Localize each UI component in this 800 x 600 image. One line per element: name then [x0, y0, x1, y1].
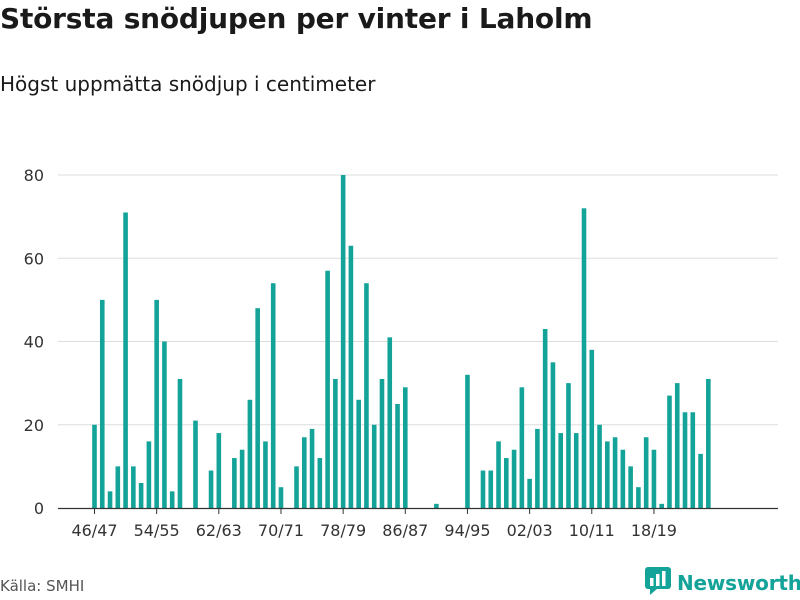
- bar-23/24: [690, 412, 696, 508]
- bar-70/71: [278, 487, 284, 508]
- bar-07/08: [566, 383, 571, 508]
- bar-80/81: [356, 399, 361, 508]
- x-tick-label: 62/63: [196, 521, 242, 540]
- bar-64/65: [232, 458, 237, 508]
- bar-51/52: [131, 466, 136, 508]
- bar-98/99: [496, 441, 501, 508]
- bar-85/86: [395, 403, 400, 508]
- bar-72/73: [294, 466, 299, 508]
- bar-02/03: [527, 478, 532, 508]
- bar-22/23: [682, 412, 688, 508]
- y-tick-label: 60: [24, 249, 44, 268]
- brand-name: Newsworthy: [677, 571, 800, 595]
- bar-83/84: [379, 378, 385, 508]
- bar-78/79: [340, 175, 346, 508]
- bar-57/58: [177, 378, 183, 508]
- bar-62/63: [216, 433, 222, 508]
- brand-logo[interactable]: Newsworthy: [645, 567, 800, 599]
- bar-47/48: [99, 299, 105, 508]
- x-tick-label: 86/87: [382, 521, 428, 540]
- bar-14/15: [620, 449, 626, 508]
- chart-subtitle: Högst uppmätta snödjup i centimeter: [0, 72, 376, 96]
- bar-24/25: [698, 453, 703, 508]
- x-tick-label: 10/11: [569, 521, 615, 540]
- bar-84/85: [387, 337, 393, 508]
- bar-99/00: [504, 458, 509, 508]
- bar-94/95: [465, 374, 470, 508]
- bar-06/07: [558, 433, 563, 508]
- bar-10/11: [589, 349, 595, 508]
- y-tick-label: 20: [24, 416, 44, 435]
- bar-77/78: [333, 378, 338, 508]
- bar-05/06: [550, 362, 556, 508]
- bar-04/05: [542, 329, 548, 508]
- bar-01/02: [519, 387, 525, 508]
- x-tick-label: 46/47: [71, 521, 117, 540]
- bar-81/82: [364, 283, 369, 508]
- bar-46/47: [92, 424, 97, 508]
- axes: 0 20 40 60 80 46/47 54/55 62/63 70/71 78/79 86/87 9…: [24, 166, 778, 540]
- bar-17/18: [643, 437, 649, 508]
- bar-67/68: [255, 308, 260, 508]
- x-tick-label: 78/79: [320, 521, 366, 540]
- bar-90/91: [434, 503, 439, 508]
- bar-12/13: [605, 441, 610, 508]
- chart-title: Största snödjupen per vinter i Laholm: [0, 2, 593, 35]
- bar-55/56: [162, 341, 167, 508]
- source-note: Källa: SMHI: [0, 577, 85, 595]
- x-tick-label: 18/19: [631, 521, 677, 540]
- bar-03/04: [535, 428, 540, 508]
- bar-20/21: [667, 395, 672, 508]
- bar-25/26: [706, 378, 711, 508]
- bar-66/67: [247, 399, 253, 508]
- bar-13/14: [612, 437, 618, 508]
- bar-54/55: [154, 299, 159, 508]
- bar-53/54: [146, 441, 152, 508]
- bar-69/70: [270, 283, 276, 508]
- bar-59/60: [193, 420, 198, 508]
- bar-21/22: [674, 383, 680, 508]
- bar-68/69: [263, 441, 268, 508]
- bar-50/51: [123, 212, 128, 508]
- bar-96/97: [480, 470, 486, 508]
- bar-56/57: [169, 491, 175, 508]
- bar-08/09: [573, 433, 579, 508]
- bar-18/19: [651, 449, 657, 508]
- bar-75/76: [317, 458, 323, 508]
- bar-82/83: [371, 424, 377, 508]
- bar-19/20: [659, 503, 665, 508]
- x-tick-label: 70/71: [258, 521, 304, 540]
- bar-79/80: [348, 245, 354, 508]
- bar-97/98: [488, 470, 494, 508]
- bars: [92, 175, 711, 509]
- bar-52/53: [138, 483, 144, 508]
- bar-74/75: [309, 428, 315, 508]
- newsworthy-icon: [645, 567, 671, 599]
- x-tick-label: 54/55: [134, 521, 180, 540]
- bar-00/01: [511, 449, 517, 508]
- bar-49/50: [115, 466, 121, 508]
- bar-65/66: [239, 449, 245, 508]
- y-tick-label: 80: [24, 166, 44, 185]
- bar-76/77: [325, 270, 330, 508]
- bar-61/62: [208, 470, 214, 508]
- bar-11/12: [597, 424, 602, 508]
- bar-chart: 0 20 40 60 80 46/47 54/55 62/63 70/71 78/79 86/87 9…: [24, 166, 778, 540]
- x-tick-label: 02/03: [507, 521, 553, 540]
- y-tick-label: 0: [34, 499, 44, 518]
- bar-86/87: [403, 387, 408, 508]
- bar-09/10: [581, 208, 587, 509]
- y-tick-label: 40: [24, 333, 44, 352]
- bar-15/16: [628, 466, 633, 508]
- bar-48/49: [107, 491, 113, 508]
- x-tick-label: 94/95: [444, 521, 490, 540]
- bar-16/17: [636, 487, 641, 508]
- bar-73/74: [301, 437, 307, 508]
